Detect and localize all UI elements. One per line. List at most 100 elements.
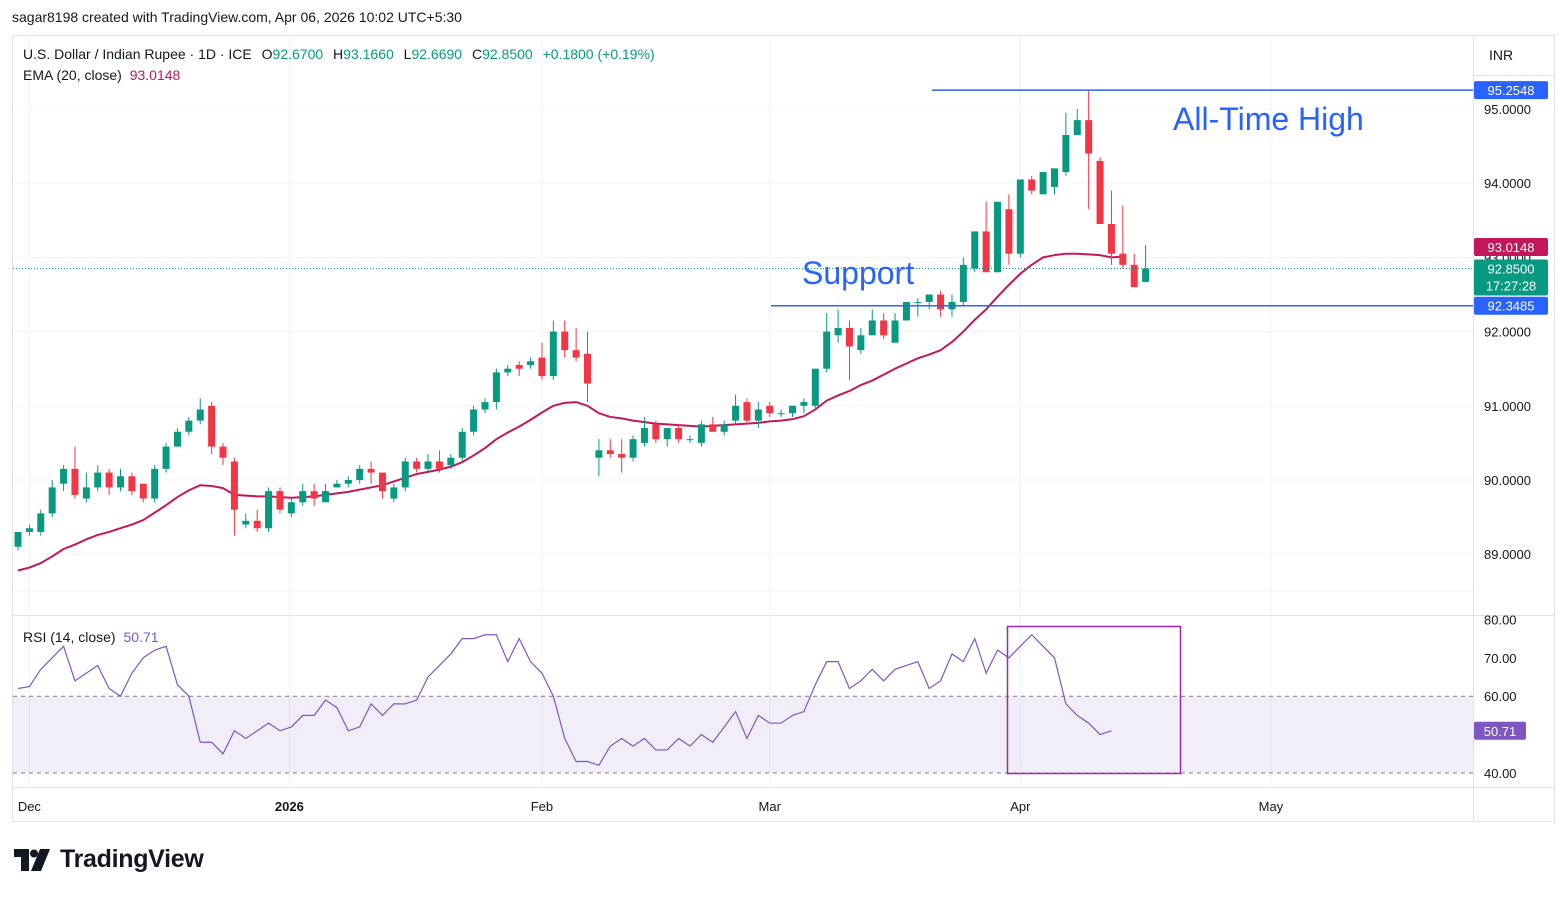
candle-body (333, 483, 341, 488)
candle (492, 368, 500, 410)
candle-body (925, 294, 933, 302)
annotations-layer: All-Time High Support (13, 89, 1473, 775)
candle-body (982, 231, 990, 273)
time-tick-label: May (1259, 799, 1284, 814)
candle (618, 439, 626, 473)
candle (697, 420, 705, 447)
candle (1096, 157, 1104, 225)
rsi-highlight-box (1006, 625, 1182, 775)
tradingview-logo[interactable]: TradingView (14, 845, 204, 874)
candle-body (105, 472, 113, 488)
candle (595, 439, 603, 477)
candle-body (60, 468, 68, 484)
candle (1130, 253, 1138, 288)
candle-body (914, 301, 922, 303)
candle-body (276, 491, 284, 510)
candle-body (458, 431, 466, 458)
candle-body (208, 405, 216, 447)
candle (390, 483, 398, 503)
candle (959, 257, 967, 306)
candle-body (344, 480, 352, 484)
candle-body (1005, 209, 1013, 254)
ath-price-tag (1474, 81, 1548, 100)
candle (287, 498, 295, 518)
candle-body (139, 483, 147, 499)
candle-body (720, 424, 728, 432)
candle (1073, 109, 1081, 135)
candle-body (834, 327, 842, 336)
candle (356, 465, 364, 484)
candle-body (378, 472, 386, 492)
candle (868, 309, 876, 336)
candle-body (435, 461, 443, 469)
last-price-tag-timer: 17:27:28 (1486, 279, 1537, 294)
ema-legend: EMA (20, close) 93.0148 (23, 67, 186, 83)
candle-body (675, 428, 683, 440)
candle (481, 398, 489, 414)
candle (310, 483, 318, 506)
time-tick-label: Apr (1010, 799, 1031, 814)
candle (789, 405, 797, 417)
candle-body (401, 461, 409, 488)
candle (196, 398, 204, 425)
candle (82, 472, 90, 503)
candle-body (789, 405, 797, 414)
ema-value: 93.0148 (129, 67, 181, 83)
candle (1005, 194, 1013, 265)
candle-body (595, 450, 603, 458)
candle-body (1050, 168, 1058, 187)
candle (230, 457, 238, 536)
candle (515, 361, 523, 377)
close-label: C (471, 46, 483, 62)
price-tick-label: 91.0000 (1484, 399, 1531, 414)
candle-body (196, 409, 204, 421)
candle-body (549, 331, 557, 377)
candle-body (971, 231, 979, 269)
candle-body (162, 446, 170, 469)
candle-body (1073, 120, 1081, 135)
candle (584, 331, 591, 403)
candle-body (230, 461, 238, 510)
candle-body (994, 201, 1002, 273)
price-tick-label: 95.0000 (1484, 102, 1531, 117)
candle-body (128, 476, 136, 492)
candle-body (572, 350, 580, 358)
candle (219, 442, 227, 466)
candle (675, 424, 683, 443)
ema-price-tag (1474, 238, 1548, 256)
candle-body (253, 520, 261, 529)
rsi-legend: RSI (14, close) 50.71 (23, 629, 165, 645)
candle (1119, 205, 1127, 269)
candle (766, 402, 774, 417)
ema-label: EMA (20, close) (23, 67, 122, 83)
candle-body (424, 461, 432, 469)
time-tick-label: 2026 (275, 799, 304, 814)
candle (71, 446, 79, 499)
candle (242, 513, 250, 529)
candle (94, 465, 102, 492)
candle (1062, 112, 1070, 176)
candle-body (151, 468, 159, 499)
candle (139, 483, 147, 503)
candle (173, 428, 181, 447)
candle (367, 461, 375, 484)
candle-body (743, 402, 751, 421)
candle-body (584, 353, 591, 384)
candle-body (606, 450, 614, 455)
candle-body (82, 487, 90, 499)
candle (60, 465, 68, 492)
candle (333, 480, 341, 488)
candle-body (686, 439, 694, 441)
candle-body (14, 531, 22, 547)
candle (413, 457, 421, 473)
candle (253, 509, 261, 532)
rsi-pane (13, 633, 1473, 774)
symbol-title: U.S. Dollar / Indian Rupee · 1D · ICE (23, 46, 252, 62)
open-value: 92.6700 (272, 46, 324, 62)
candle (606, 439, 614, 458)
candle (845, 320, 853, 380)
price-legend: U.S. Dollar / Indian Rupee · 1D · ICE O9… (23, 46, 667, 62)
candle (447, 454, 455, 469)
candle (162, 442, 170, 473)
